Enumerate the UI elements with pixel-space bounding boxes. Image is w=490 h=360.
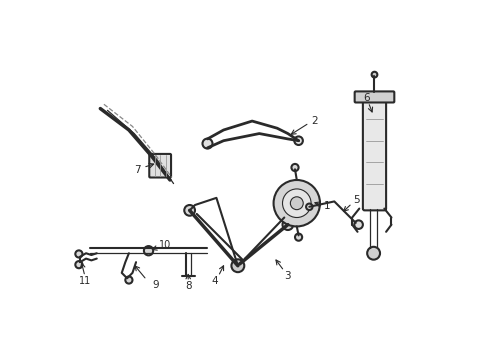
Circle shape bbox=[273, 180, 320, 226]
Text: 4: 4 bbox=[211, 276, 218, 286]
Circle shape bbox=[295, 234, 302, 241]
Circle shape bbox=[283, 219, 293, 230]
Text: 8: 8 bbox=[185, 282, 192, 292]
Text: 1: 1 bbox=[324, 201, 330, 211]
Circle shape bbox=[354, 220, 363, 229]
Circle shape bbox=[75, 261, 82, 268]
Text: 10: 10 bbox=[158, 240, 171, 250]
Circle shape bbox=[184, 205, 195, 216]
Circle shape bbox=[292, 164, 298, 171]
Text: 6: 6 bbox=[363, 93, 370, 103]
Text: 2: 2 bbox=[311, 116, 318, 126]
FancyBboxPatch shape bbox=[363, 100, 386, 210]
Text: 3: 3 bbox=[285, 271, 291, 281]
Circle shape bbox=[306, 203, 313, 210]
Circle shape bbox=[283, 189, 311, 217]
FancyBboxPatch shape bbox=[149, 154, 171, 177]
Circle shape bbox=[75, 250, 82, 257]
Circle shape bbox=[294, 136, 303, 145]
Circle shape bbox=[144, 246, 153, 255]
Circle shape bbox=[371, 72, 377, 77]
Text: 9: 9 bbox=[152, 280, 159, 290]
Text: 11: 11 bbox=[79, 276, 91, 286]
FancyBboxPatch shape bbox=[355, 91, 394, 103]
Circle shape bbox=[367, 247, 380, 260]
Circle shape bbox=[291, 197, 303, 210]
Circle shape bbox=[231, 259, 245, 272]
Text: 7: 7 bbox=[135, 165, 141, 175]
Text: 5: 5 bbox=[353, 195, 360, 204]
Circle shape bbox=[125, 276, 132, 284]
Circle shape bbox=[202, 139, 213, 149]
